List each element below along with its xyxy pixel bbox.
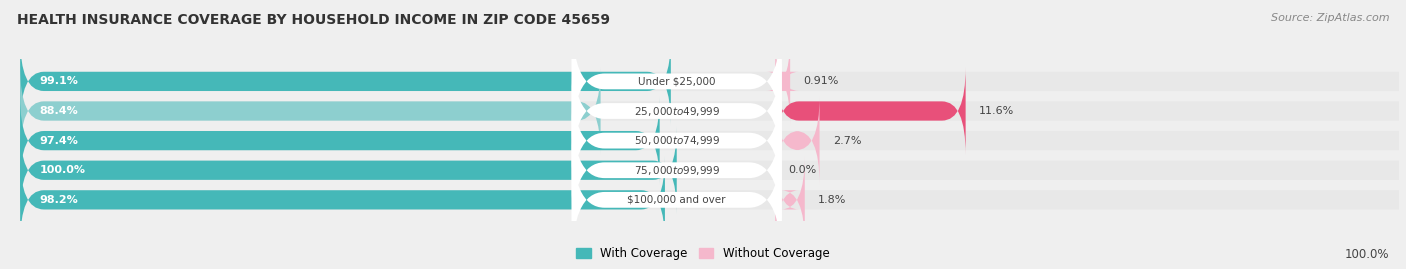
Text: $25,000 to $49,999: $25,000 to $49,999 xyxy=(634,104,720,118)
Text: Under $25,000: Under $25,000 xyxy=(638,76,716,86)
Text: 2.7%: 2.7% xyxy=(832,136,860,146)
FancyBboxPatch shape xyxy=(572,104,782,236)
FancyBboxPatch shape xyxy=(20,97,659,184)
FancyBboxPatch shape xyxy=(572,45,782,177)
FancyBboxPatch shape xyxy=(775,97,820,184)
FancyBboxPatch shape xyxy=(20,156,1406,243)
Text: 11.6%: 11.6% xyxy=(979,106,1014,116)
Text: $50,000 to $74,999: $50,000 to $74,999 xyxy=(634,134,720,147)
FancyBboxPatch shape xyxy=(572,75,782,207)
FancyBboxPatch shape xyxy=(20,97,1406,184)
Text: 0.91%: 0.91% xyxy=(803,76,838,86)
Text: 100.0%: 100.0% xyxy=(1344,248,1389,261)
Text: 99.1%: 99.1% xyxy=(39,76,79,86)
FancyBboxPatch shape xyxy=(775,67,966,155)
Text: HEALTH INSURANCE COVERAGE BY HOUSEHOLD INCOME IN ZIP CODE 45659: HEALTH INSURANCE COVERAGE BY HOUSEHOLD I… xyxy=(17,13,610,27)
FancyBboxPatch shape xyxy=(20,38,671,125)
FancyBboxPatch shape xyxy=(775,156,804,243)
FancyBboxPatch shape xyxy=(20,126,676,214)
FancyBboxPatch shape xyxy=(20,67,600,155)
Text: 1.8%: 1.8% xyxy=(818,195,846,205)
FancyBboxPatch shape xyxy=(20,67,1406,155)
FancyBboxPatch shape xyxy=(20,38,1406,125)
FancyBboxPatch shape xyxy=(766,38,799,125)
Text: $75,000 to $99,999: $75,000 to $99,999 xyxy=(634,164,720,177)
Text: 0.0%: 0.0% xyxy=(789,165,817,175)
Text: 100.0%: 100.0% xyxy=(39,165,86,175)
Text: 97.4%: 97.4% xyxy=(39,136,79,146)
Text: Source: ZipAtlas.com: Source: ZipAtlas.com xyxy=(1271,13,1389,23)
Text: 98.2%: 98.2% xyxy=(39,195,79,205)
Text: $100,000 and over: $100,000 and over xyxy=(627,195,725,205)
FancyBboxPatch shape xyxy=(20,156,665,243)
Legend: With Coverage, Without Coverage: With Coverage, Without Coverage xyxy=(576,247,830,260)
Text: 88.4%: 88.4% xyxy=(39,106,79,116)
FancyBboxPatch shape xyxy=(572,15,782,147)
FancyBboxPatch shape xyxy=(20,126,1406,214)
FancyBboxPatch shape xyxy=(572,134,782,266)
